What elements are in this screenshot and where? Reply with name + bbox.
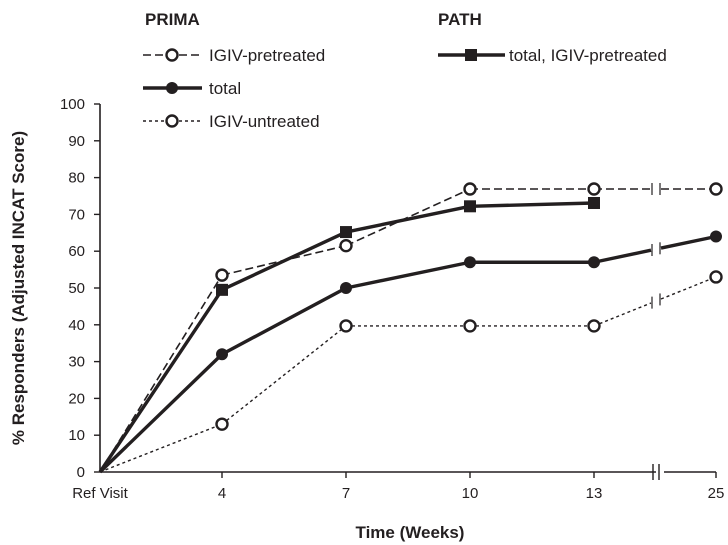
x-tick-label: 10 <box>462 485 479 502</box>
data-point <box>215 268 229 282</box>
axis-break <box>652 464 660 480</box>
legend-item-igiv-untreated: IGIV-untreated <box>143 112 320 131</box>
series-total <box>98 230 722 474</box>
series-total-igiv-pretreated <box>98 196 600 473</box>
y-tick-label: 30 <box>68 354 85 371</box>
data-point <box>464 200 476 213</box>
x-tick-label: 13 <box>586 485 603 502</box>
legend-label-igiv-pretreated: IGIV-pretreated <box>209 46 325 65</box>
legend-item-total: total <box>143 79 241 98</box>
legend-marker-filled-circle <box>166 82 178 94</box>
legend-item-igiv-pretreated: IGIV-pretreated <box>143 46 325 65</box>
data-point <box>216 348 228 361</box>
series-line-segment <box>345 204 471 234</box>
data-point <box>463 319 477 333</box>
legend-group-path: PATH <box>438 10 482 29</box>
y-tick-label: 0 <box>77 464 85 481</box>
y-tick-label: 80 <box>68 170 85 187</box>
series-line-segment <box>221 325 347 425</box>
legend-group-prima: PRIMA <box>145 10 200 29</box>
x-axis-label: Time (Weeks) <box>356 523 465 542</box>
series-line-segment <box>99 423 223 473</box>
legend-marker-filled-square <box>465 49 477 61</box>
series-line-segment <box>660 234 717 250</box>
legend-label-igiv-untreated: IGIV-untreated <box>209 112 320 131</box>
data-point <box>339 319 353 333</box>
x-tick-label: 25 <box>708 485 725 502</box>
series-line-segment <box>345 188 471 247</box>
data-point <box>339 238 353 253</box>
series-line-segment <box>221 230 347 292</box>
data-point <box>340 226 352 239</box>
legend-item-path-total-igiv-pretreated: total, IGIV-pretreated <box>438 46 667 65</box>
y-tick-label: 100 <box>60 96 85 113</box>
data-point <box>710 230 722 243</box>
series-line-segment <box>221 286 347 356</box>
data-point <box>588 196 600 209</box>
series-igiv-untreated <box>99 270 723 473</box>
y-tick-label: 60 <box>68 243 85 260</box>
x-tick-label: Ref Visit <box>72 485 128 502</box>
legend-label-total: total <box>209 79 241 98</box>
data-point <box>587 319 601 333</box>
x-tick-label: 4 <box>218 485 226 502</box>
y-tick-label: 50 <box>68 280 85 297</box>
data-point <box>588 256 600 269</box>
series-line-segment <box>593 302 652 327</box>
series-line-segment <box>469 201 595 209</box>
legend-label-total-igiv-pretreated: total, IGIV-pretreated <box>509 46 667 65</box>
plot-area <box>98 182 723 474</box>
series-line-segment <box>593 248 652 264</box>
y-axis: 0 10 20 30 40 50 60 70 80 90 100 <box>60 96 101 481</box>
y-axis-label: % Responders (Adjusted INCAT Score) <box>9 131 28 445</box>
data-point <box>463 182 477 196</box>
series-line-segment <box>660 276 717 300</box>
legend-marker-open-circle <box>165 48 179 62</box>
series-line-segment <box>98 353 224 474</box>
x-axis: Ref Visit 4 7 10 13 25 <box>72 471 725 502</box>
y-tick-label: 70 <box>68 206 85 223</box>
y-tick-label: 20 <box>68 390 85 407</box>
legend-marker-open-circle <box>165 114 179 128</box>
y-tick-label: 40 <box>68 317 85 334</box>
data-point <box>215 417 229 431</box>
series-line-segment <box>98 288 224 473</box>
y-tick-label: 10 <box>68 427 85 444</box>
series-line-segment <box>345 260 471 290</box>
data-point <box>709 182 723 196</box>
series-igiv-pretreated <box>99 182 723 473</box>
y-tick-label: 90 <box>68 133 85 150</box>
data-point <box>464 256 476 269</box>
data-point <box>709 270 723 284</box>
data-point <box>340 282 352 294</box>
data-point <box>587 182 601 196</box>
x-tick-label: 7 <box>342 485 350 502</box>
data-point <box>216 283 228 296</box>
